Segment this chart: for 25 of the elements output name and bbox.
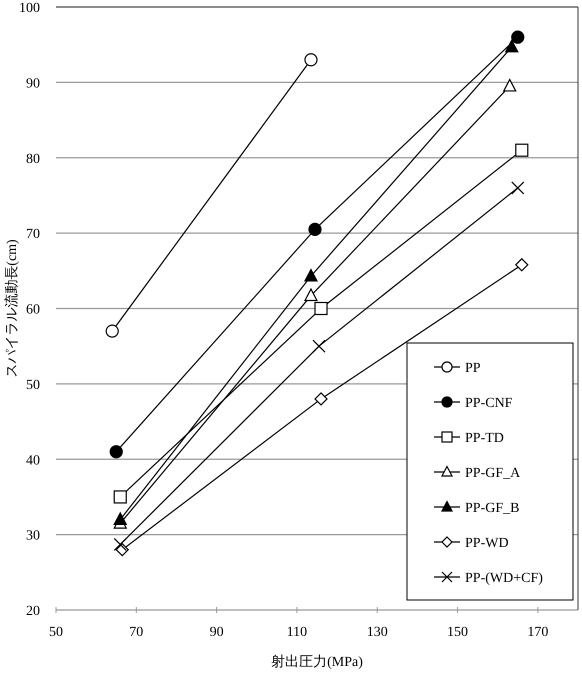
y-tick-label: 70 — [26, 227, 40, 242]
x-tick-label: 170 — [527, 625, 548, 640]
y-tick-label: 90 — [26, 76, 40, 92]
y-tick-label: 30 — [26, 528, 40, 544]
legend-label: PP-TD — [465, 431, 504, 446]
legend-label: PP-WD — [465, 536, 509, 551]
y-tick-label: 50 — [26, 378, 40, 393]
x-tick-label: 90 — [210, 625, 224, 640]
x-tick-label: 110 — [286, 625, 308, 640]
x-tick-label: 50 — [49, 625, 63, 640]
x-tick-label: 70 — [129, 625, 144, 640]
y-tick-label: 40 — [26, 453, 40, 468]
x-axis-title: 射出圧力(MPa) — [271, 654, 364, 670]
legend-label: PP-GF_A — [465, 466, 522, 481]
legend-label: PP-GF_B — [465, 501, 520, 516]
legend-label: PP-CNF — [465, 396, 513, 411]
y-tick-label: 20 — [26, 604, 40, 619]
y-tick-label: 80 — [26, 152, 40, 167]
legend-label: PP-(WD+CF) — [465, 571, 544, 586]
x-tick-label: 130 — [366, 625, 388, 640]
x-tick-label: 150 — [447, 625, 468, 640]
y-axis-title: スパイラル流動長(cm) — [4, 238, 20, 378]
y-tick-label: 60 — [26, 302, 40, 318]
legend-label: PP — [465, 361, 481, 376]
y-tick-label: 100 — [19, 1, 40, 16]
